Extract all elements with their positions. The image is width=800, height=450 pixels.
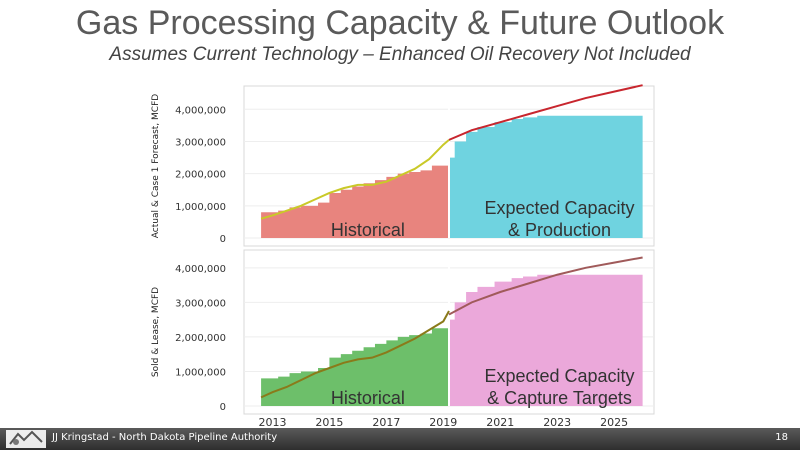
historical-label-top: Historical	[331, 220, 405, 240]
y-tick-label-top: 2,000,000	[175, 170, 226, 181]
y-tick-label-bottom: 0	[220, 402, 226, 413]
historical-label-bottom: Historical	[331, 388, 405, 408]
expected-label-line: Expected Capacity	[484, 198, 634, 218]
forecast-line-top	[448, 84, 643, 141]
pipeline-authority-logo-icon	[6, 430, 46, 448]
expected-label-top: Expected Capacity & Production	[484, 198, 634, 240]
footer-bar	[0, 428, 800, 450]
y-tick-label-bottom: 2,000,000	[175, 333, 226, 344]
y-axis-label-top: Actual & Case 1 Forecast, MCFD	[151, 94, 161, 238]
x-tick-label: 2017	[372, 416, 400, 428]
expected-label-line: & Production	[508, 220, 611, 240]
x-tick-label: 2021	[486, 416, 514, 428]
y-tick-label-bottom: 3,000,000	[175, 298, 226, 309]
y-tick-label-top: 4,000,000	[175, 105, 226, 116]
actual-line-top	[260, 139, 450, 220]
x-tick-label: 2019	[429, 416, 457, 428]
expected-capacity-area-bottom	[449, 274, 643, 406]
y-tick-label-bottom: 1,000,000	[175, 367, 226, 378]
actual-line-bottom	[260, 310, 450, 399]
expected-label-line: & Capture Targets	[487, 388, 632, 408]
slide-title: Gas Processing Capacity & Future Outlook	[75, 4, 725, 42]
forecast-line-bottom	[448, 256, 643, 316]
y-tick-label-top: 3,000,000	[175, 137, 226, 148]
x-tick-label: 2013	[258, 416, 286, 428]
x-tick-label: 2023	[543, 416, 571, 428]
slide-subtitle: Assumes Current Technology – Enhanced Oi…	[109, 44, 691, 65]
footer-credit: JJ Kringstad - North Dakota Pipeline Aut…	[52, 432, 278, 443]
expected-label-line: Expected Capacity	[484, 366, 634, 386]
y-axis-label-bottom: Sold & Lease, MCFD	[151, 287, 161, 377]
y-tick-label-top: 1,000,000	[175, 202, 226, 213]
x-tick-label: 2015	[315, 416, 343, 428]
historical-capacity-area-top	[261, 165, 449, 238]
y-tick-label-bottom: 4,000,000	[175, 264, 226, 275]
capacity-charts: 0 1,000,000 2,000,000 3,000,000 4,000,000 Act…	[151, 84, 655, 428]
historical-capacity-area-bottom	[261, 328, 449, 406]
expected-label-bottom: Expected Capacity & Capture Targets	[484, 366, 634, 408]
x-tick-label: 2025	[600, 416, 628, 428]
page-number: 18	[775, 432, 788, 443]
y-tick-label-top: 0	[220, 234, 226, 245]
expected-capacity-area-top	[449, 115, 643, 238]
